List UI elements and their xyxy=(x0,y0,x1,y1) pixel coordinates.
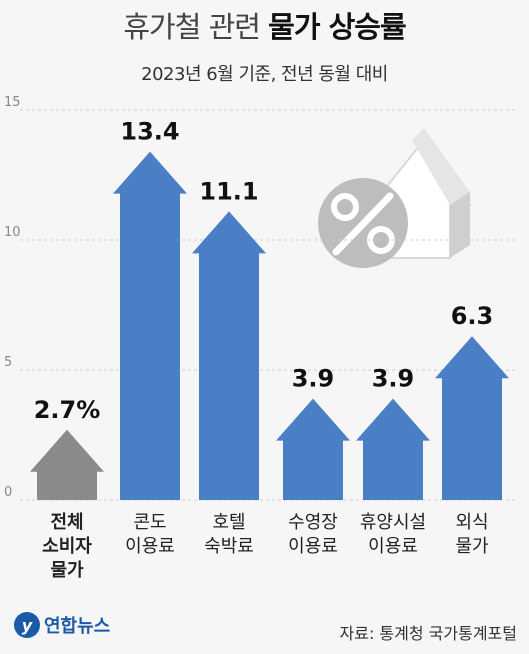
chart-subtitle: 2023년 6월 기준, 전년 동월 대비 xyxy=(141,64,388,85)
logo: y 연합뉴스 xyxy=(14,612,110,638)
y-tick-label: 10 xyxy=(4,225,21,240)
x-tick-label: 숙박료 xyxy=(204,536,254,557)
bar-arrow xyxy=(30,429,104,500)
x-tick-label: 호텔 xyxy=(212,512,245,533)
y-tick-label: 5 xyxy=(4,355,12,370)
x-tick-label: 전체 xyxy=(50,512,83,533)
title-bold: 물가 상승률 xyxy=(268,10,406,44)
x-tick-label: 외식 xyxy=(455,512,488,533)
x-tick-label: 이용료 xyxy=(368,536,418,557)
bar-arrow xyxy=(276,398,350,500)
x-tick-label: 물가 xyxy=(50,560,84,581)
y-axis: 0 5 10 15 xyxy=(4,95,21,500)
y-tick-label: 0 xyxy=(4,485,12,500)
grid xyxy=(20,109,515,501)
percent-arrow-icon xyxy=(318,128,472,268)
x-tick-label: 이용료 xyxy=(125,536,175,557)
data-label: 2.7% xyxy=(34,396,101,424)
y-tick-label: 15 xyxy=(4,95,21,110)
bar-arrow xyxy=(356,398,430,500)
bar-arrow xyxy=(192,211,266,500)
source-note: 자료: 통계청 국가통계포털 xyxy=(339,624,517,643)
data-label: 3.9 xyxy=(372,365,415,393)
logo-icon: y xyxy=(14,612,40,638)
x-tick-label: 소비자 xyxy=(42,536,92,557)
data-label: 13.4 xyxy=(120,118,179,146)
x-tick-label: 수영장 xyxy=(288,512,338,533)
data-label: 3.9 xyxy=(292,365,335,393)
x-tick-label: 콘도 xyxy=(133,512,166,533)
bars xyxy=(30,151,509,500)
value-labels: 2.7% 13.4 11.1 3.9 3.9 6.3 xyxy=(34,118,494,424)
x-tick-label: 휴양시설 xyxy=(360,512,426,533)
x-tick-label: 이용료 xyxy=(288,536,338,557)
bar-arrow xyxy=(113,151,187,500)
data-label: 11.1 xyxy=(199,177,258,205)
data-label: 6.3 xyxy=(451,302,494,330)
title-light: 휴가철 관련 xyxy=(123,10,269,44)
chart-title: 휴가철 관련 물가 상승률 xyxy=(0,4,529,46)
x-tick-label: 물가 xyxy=(455,536,488,557)
logo-text: 연합뉴스 xyxy=(44,616,111,637)
bar-arrow xyxy=(435,336,509,500)
